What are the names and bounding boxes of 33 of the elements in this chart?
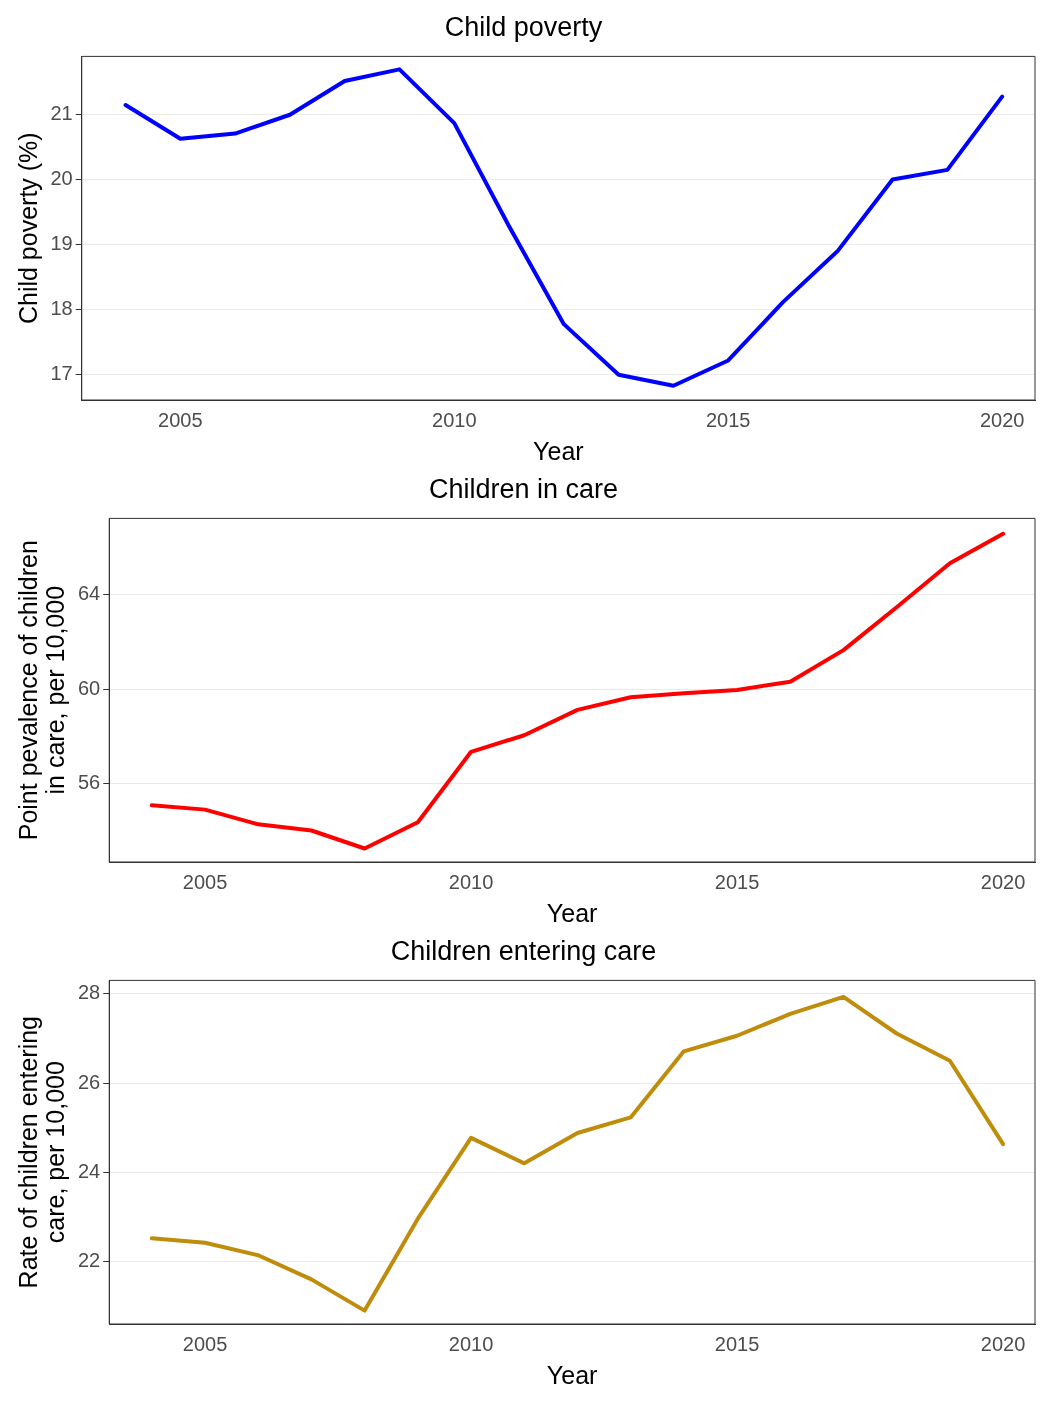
x-tick-label: 2005 [182,1332,228,1355]
y-tick-label: 22 [78,1249,101,1272]
y-tick-label: 17 [50,361,73,384]
x-tick-label: 2005 [158,408,203,431]
y-tick-label: 28 [78,981,101,1004]
y-axis-title: Rate of children entering care, per 10,000 [13,1016,70,1289]
x-tick-label: 2015 [705,408,751,431]
chart-title: Children in care [428,473,619,504]
y-tick-label: 26 [78,1070,101,1093]
x-tick-label: 2020 [980,870,1026,893]
y-tick-label: 19 [50,231,73,254]
x-tick-label: 2010 [432,408,477,431]
y-tick-label: 56 [78,771,101,794]
chart-title: Children entering care [390,935,657,966]
x-tick-label: 2010 [448,1332,494,1355]
y-axis-title: Child poverty (%) [13,132,42,325]
x-tick-label: 2020 [979,408,1025,431]
y-axis-title: Point pevalence of children in care, per 10,000 [13,540,70,841]
x-tick-label: 2015 [714,1332,760,1355]
x-tick-label: 2015 [714,870,760,893]
x-axis-title: Year [546,898,598,927]
y-tick-label: 60 [78,676,101,699]
y-tick-label: 64 [78,581,101,604]
x-axis-title: Year [533,436,584,465]
chart-title: Child poverty [444,11,603,42]
x-tick-label: 2020 [980,1332,1026,1355]
y-tick-label: 20 [50,167,73,190]
y-tick-label: 18 [50,296,73,319]
y-tick-label: 21 [50,102,73,125]
x-tick-label: 2010 [448,870,494,893]
y-tick-label: 24 [78,1159,101,1182]
x-tick-label: 2005 [182,870,228,893]
x-axis-title: Year [546,1360,598,1389]
